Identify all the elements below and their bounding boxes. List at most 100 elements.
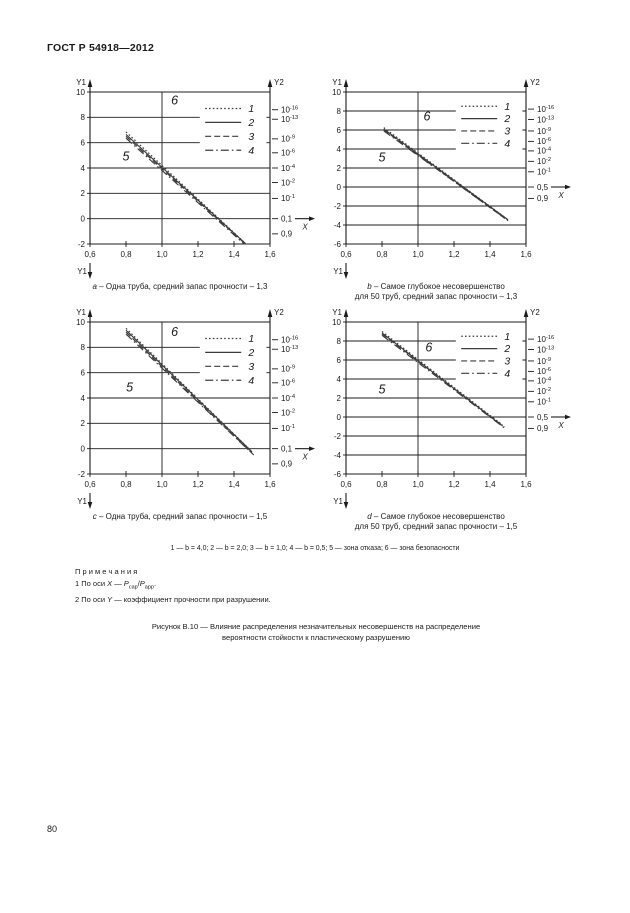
y1-tick-label: 4 [81, 164, 86, 173]
y1-axis-arrow-icon [343, 79, 349, 87]
note1-p1: P [123, 578, 129, 588]
y1-tick-label: 6 [337, 126, 342, 135]
legend-label-3: 3 [504, 355, 510, 367]
y1-tick-label: 8 [337, 337, 342, 346]
x-tick-label: 1,2 [448, 250, 460, 259]
x-tick-label: 1,2 [192, 250, 204, 259]
note1-sub1: cap [128, 584, 138, 590]
y1-tick-label: 0 [81, 444, 86, 453]
x-axis-label: X [301, 223, 308, 232]
chart-caption-line: a – Одна труба, средний запас прочности … [92, 282, 268, 291]
y1-axis-label: Y1 [76, 78, 86, 87]
series-line-1 [125, 131, 246, 244]
legend-label-4: 4 [504, 368, 510, 380]
y1-axis-arrow-icon [343, 309, 349, 317]
figure-caption: Рисунок В.10 — Влияние распределения нез… [151, 622, 481, 642]
x-tick-label: 0,6 [84, 480, 96, 489]
legend-label-1: 1 [248, 333, 254, 345]
y2-axis-arrow-icon [267, 79, 273, 87]
series-line-4 [125, 333, 255, 456]
y2-axis-label: Y2 [530, 78, 540, 87]
x-tick-label: 0,6 [84, 250, 96, 259]
y1-down-arrow-icon [343, 502, 349, 509]
legend-label-4: 4 [504, 138, 510, 150]
y2-tick-label: 10-16 [281, 336, 298, 345]
y1-tick-label: 4 [81, 394, 86, 403]
y1-tick-label: -6 [334, 470, 342, 479]
y1-tick-label: 2 [81, 419, 86, 428]
y1-tick-label: 4 [337, 375, 342, 384]
y2-tick-label: 10-16 [281, 106, 298, 115]
note2-end: — коэффициент прочности при разрушении. [112, 594, 271, 604]
y1-tick-label: 0 [337, 413, 342, 422]
x-tick-label: 1,4 [484, 480, 496, 489]
y2-axis-label: Y2 [274, 308, 284, 317]
document-header: ГОСТ Р 54918—2012 [47, 42, 155, 54]
x-tick-label: 1,4 [228, 480, 240, 489]
legend-label-2: 2 [503, 113, 510, 125]
y2-tick-label: 10-4 [281, 394, 296, 403]
x-tick-label: 1,4 [484, 250, 496, 259]
y1-tick-label: 2 [81, 189, 86, 198]
y1-tick-label: 6 [81, 138, 86, 147]
y2-tick-label: 10-13 [281, 345, 298, 354]
legend-label-2: 2 [247, 347, 254, 359]
x-tick-label: 1,2 [192, 480, 204, 489]
y1-tick-label: 2 [337, 394, 342, 403]
y2-tick-label: 10-13 [281, 115, 298, 124]
legend-box [455, 328, 523, 380]
legend-label-1: 1 [504, 331, 510, 343]
chart-caption-d: d – Самое глубокое несовершенство для 50 … [310, 512, 562, 532]
y1-tick-label: -2 [78, 240, 86, 249]
y2-axis-label: Y2 [274, 78, 284, 87]
legend-label-2: 2 [247, 117, 254, 129]
y2-tick-label: 10-9 [537, 127, 551, 136]
y1-tick-label: -2 [334, 432, 342, 441]
x-tick-label: 0,8 [376, 480, 388, 489]
chart-caption-a: a – Одна труба, средний запас прочности … [54, 282, 306, 292]
y1-axis-label: Y1 [76, 308, 86, 317]
y1-down-arrow-icon [343, 272, 349, 279]
series-line-2 [383, 128, 509, 221]
zone-label-5: 5 [379, 382, 386, 396]
y2-tick-label: 10-6 [537, 367, 551, 376]
y2-axis-label: Y2 [530, 308, 540, 317]
note1-sub2: app [144, 584, 154, 590]
legend-label-1: 1 [248, 103, 254, 115]
y1-tick-label: 0 [81, 214, 86, 223]
y2-tick-label: 10-1 [281, 424, 295, 433]
page-number: 80 [47, 824, 58, 834]
y1-axis-label: Y1 [332, 78, 342, 87]
legend-label-4: 4 [248, 145, 254, 157]
x-arrow-icon [309, 446, 315, 451]
x-axis-label: X [557, 421, 564, 430]
y2-tick-label: 10-6 [281, 149, 295, 158]
y1-axis-arrow-icon [87, 79, 93, 87]
note2-var: Y [107, 594, 113, 604]
y2-tick-label: 10-1 [281, 194, 295, 203]
y1-axis-label: Y1 [332, 308, 342, 317]
y2-tick-label: 0,5 [537, 413, 549, 422]
y2-tick-label: 10-2 [281, 408, 295, 417]
x-tick-label: 0,6 [340, 250, 352, 259]
notes-block: П р и м е ч а н и я 1 По оси X — Pcap/Pa… [75, 566, 271, 605]
y1-tick-label: -2 [334, 202, 342, 211]
chart-caption-line: d – Самое глубокое несовершенство [367, 512, 505, 521]
x-tick-label: 1,6 [520, 250, 532, 259]
y1-tick-label: 10 [332, 318, 341, 327]
y2-axis-arrow-icon [267, 309, 273, 317]
y1-bottom-label: Y1 [77, 267, 87, 276]
y1-tick-label: -4 [334, 451, 342, 460]
y2-tick-label: 0,9 [537, 424, 549, 433]
x-tick-label: 1,0 [156, 480, 168, 489]
note1-p2: P [139, 578, 145, 588]
y2-tick-label: 10-2 [537, 157, 551, 166]
chart-caption-line: для 50 труб, средний запас прочности – 1… [354, 522, 518, 531]
chart-panel-a: -2 0 2 4 6 8 10 Y1 Y2 0,6 0,8 1,0 1,2 1,4 1,6 Y1 10-16 10… [66, 76, 318, 292]
y1-tick-label: 2 [337, 164, 342, 173]
y2-tick-label: 10-1 [537, 168, 551, 177]
y2-tick-label: 10-16 [537, 335, 554, 344]
